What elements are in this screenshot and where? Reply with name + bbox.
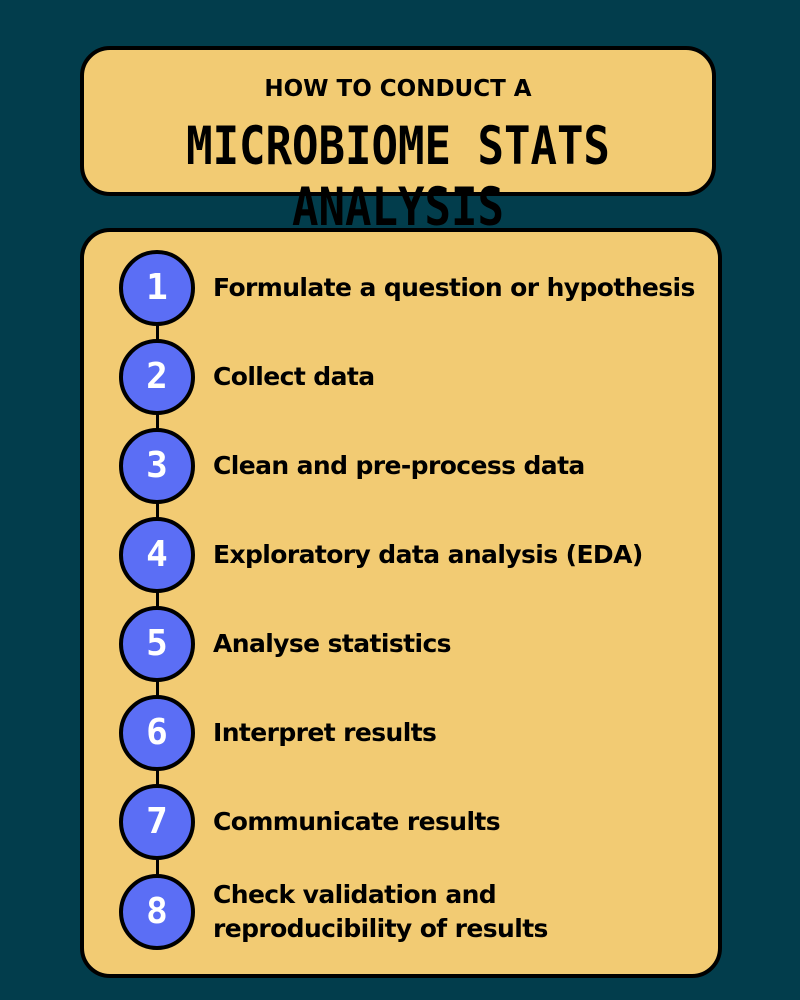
step-item-6: 6 Interpret results — [0, 693, 800, 773]
step-label: Clean and pre-process data — [213, 451, 585, 480]
page-title: MICROBIOME STATS ANALYSIS — [186, 116, 610, 239]
step-number-badge: 3 — [119, 428, 195, 504]
step-connector-line — [156, 292, 159, 916]
step-label: Collect data — [213, 362, 375, 391]
step-number-badge: 4 — [119, 517, 195, 593]
step-item-4: 4 Exploratory data analysis (EDA) — [0, 515, 800, 595]
step-label: Communicate results — [213, 807, 501, 836]
step-label: Formulate a question or hypothesis — [213, 273, 695, 302]
step-number-badge: 6 — [119, 695, 195, 771]
step-number-badge: 8 — [119, 874, 195, 950]
step-item-1: 1 Formulate a question or hypothesis — [0, 248, 800, 328]
step-label: Interpret results — [213, 718, 437, 747]
step-item-7: 7 Communicate results — [0, 782, 800, 862]
step-number-badge: 5 — [119, 606, 195, 682]
title-subtitle: HOW TO CONDUCT A — [264, 76, 532, 102]
step-label: Analyse statistics — [213, 629, 452, 658]
step-item-5: 5 Analyse statistics — [0, 604, 800, 684]
step-number-badge: 2 — [119, 339, 195, 415]
step-item-2: 2 Collect data — [0, 337, 800, 417]
step-label: Check validation and reproducibility of … — [213, 880, 548, 943]
step-item-3: 3 Clean and pre-process data — [0, 426, 800, 506]
step-number-badge: 7 — [119, 784, 195, 860]
step-item-8: 8 Check validation and reproducibility o… — [0, 872, 800, 952]
title-card: HOW TO CONDUCT A MICROBIOME STATS ANALYS… — [80, 46, 716, 238]
step-label: Exploratory data analysis (EDA) — [213, 540, 643, 569]
step-number-badge: 1 — [119, 250, 195, 326]
